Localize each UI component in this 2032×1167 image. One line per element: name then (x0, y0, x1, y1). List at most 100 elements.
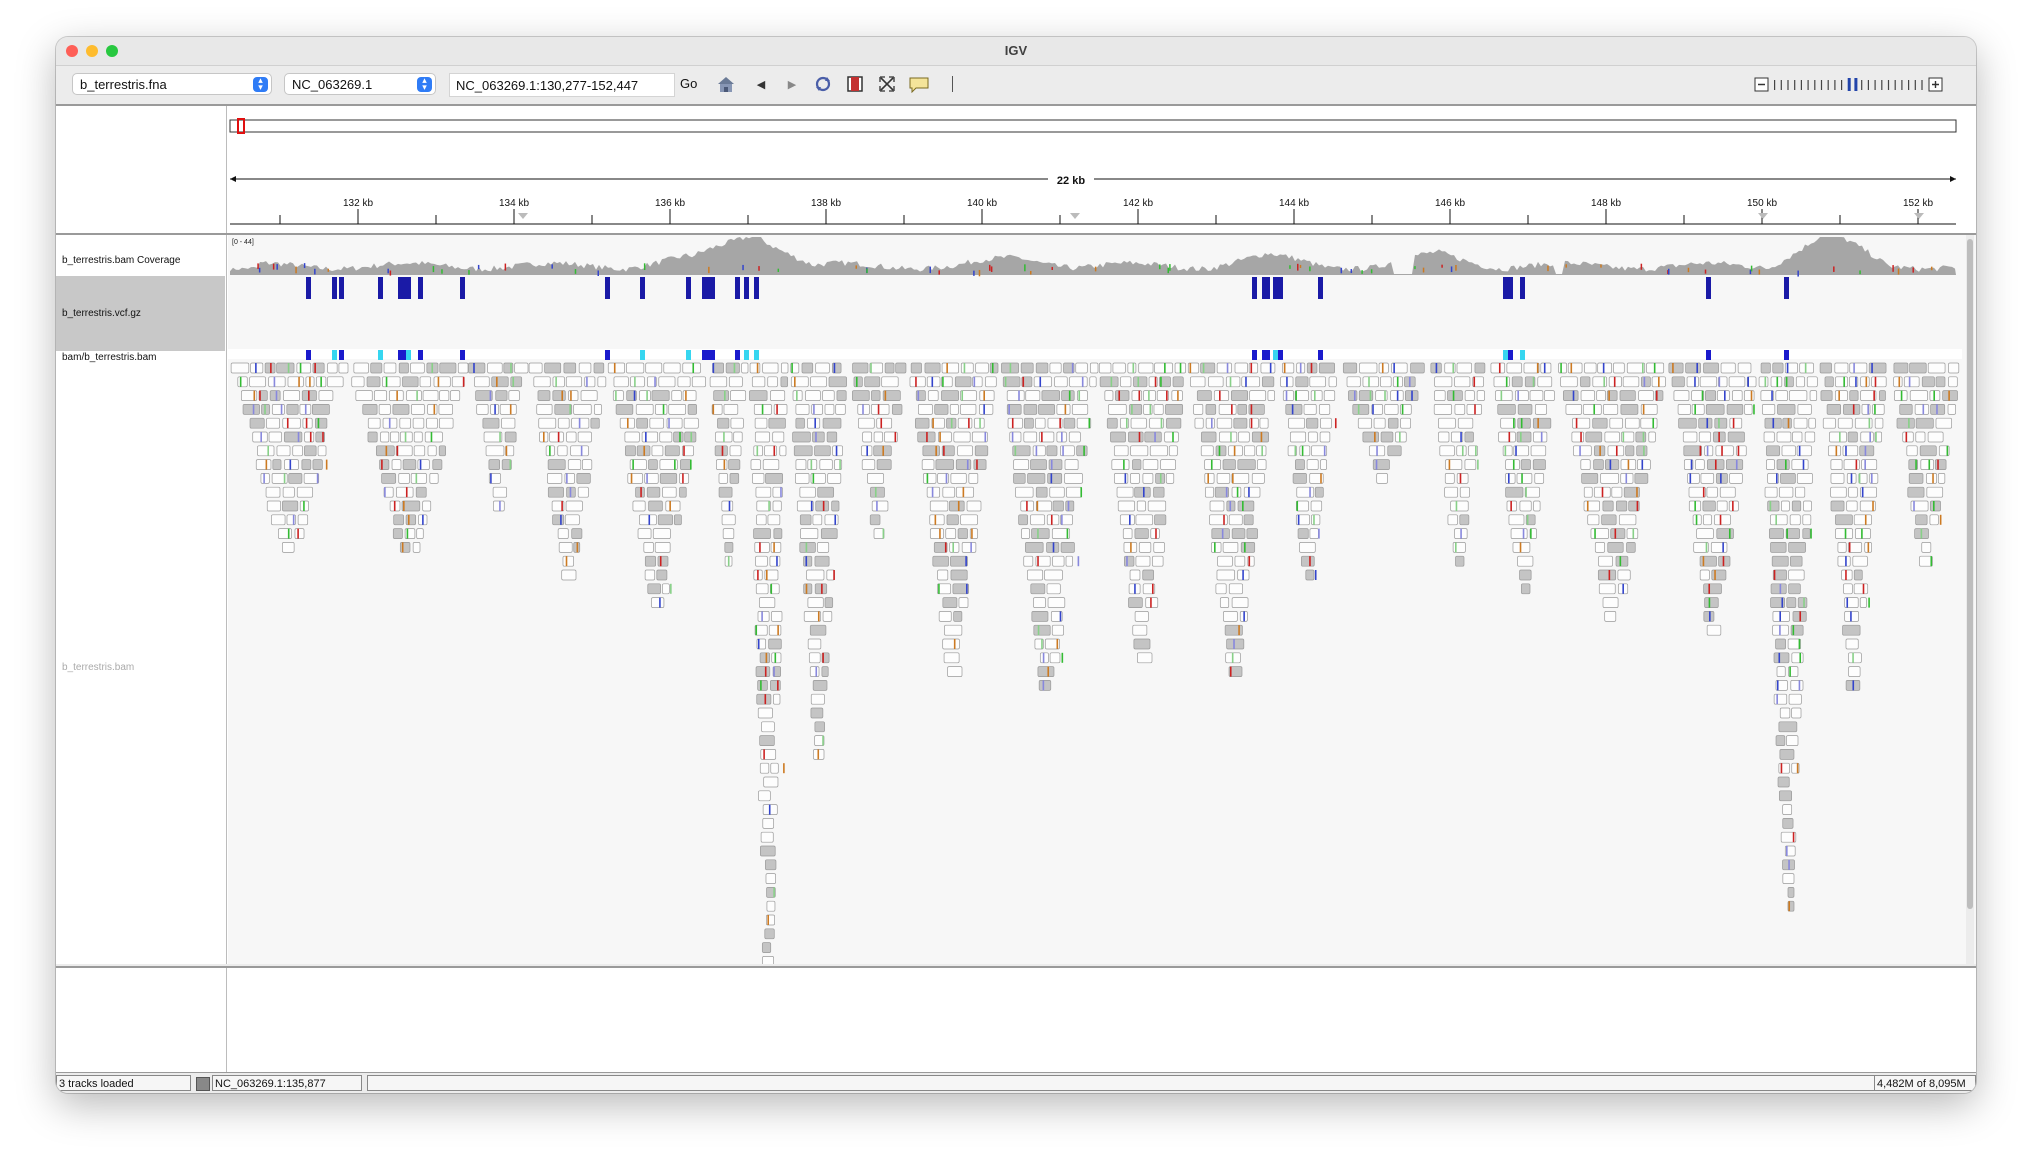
read[interactable] (1138, 542, 1152, 553)
read[interactable] (728, 376, 743, 388)
read[interactable] (265, 486, 281, 498)
zoom-tick[interactable] (1780, 80, 1782, 90)
read[interactable] (1434, 390, 1446, 401)
read[interactable] (1209, 500, 1225, 512)
variant-marker[interactable] (306, 277, 311, 299)
read[interactable] (763, 776, 779, 788)
read[interactable] (1065, 500, 1075, 512)
read[interactable] (1362, 376, 1379, 388)
read[interactable] (814, 583, 828, 595)
read[interactable] (1030, 514, 1045, 526)
read[interactable] (1137, 652, 1153, 664)
read[interactable] (1678, 417, 1697, 429)
read[interactable] (1231, 486, 1242, 498)
read[interactable] (1563, 390, 1579, 401)
read[interactable] (728, 459, 741, 470)
read[interactable] (1775, 735, 1786, 746)
read[interactable] (765, 473, 783, 484)
read[interactable] (1683, 445, 1703, 457)
read[interactable] (1611, 486, 1623, 498)
read[interactable] (1216, 362, 1232, 374)
read[interactable] (627, 473, 643, 484)
read[interactable] (284, 431, 303, 443)
read[interactable] (1310, 500, 1323, 512)
read[interactable] (1580, 390, 1595, 401)
read[interactable] (570, 445, 589, 457)
read[interactable] (795, 473, 810, 484)
read[interactable] (1299, 542, 1316, 553)
read[interactable] (1376, 473, 1388, 484)
read[interactable] (1626, 528, 1639, 539)
read[interactable] (514, 362, 529, 374)
bam-variant-marker[interactable] (705, 350, 710, 360)
popup-text-icon[interactable] (908, 75, 930, 95)
bam-variant-marker[interactable] (686, 350, 691, 360)
read[interactable] (803, 583, 813, 595)
read[interactable] (1311, 445, 1328, 457)
read[interactable] (1035, 555, 1051, 567)
read[interactable] (1598, 583, 1616, 595)
read[interactable] (1848, 542, 1863, 553)
read[interactable] (1517, 417, 1531, 429)
read[interactable] (567, 459, 582, 470)
zoom-slider[interactable] (1754, 75, 1944, 95)
read[interactable] (468, 362, 486, 374)
read[interactable] (1636, 445, 1648, 457)
read[interactable] (1288, 417, 1306, 429)
read[interactable] (271, 473, 288, 484)
read[interactable] (439, 417, 454, 429)
read[interactable] (1015, 486, 1034, 498)
read[interactable] (327, 376, 344, 388)
read[interactable] (1285, 404, 1303, 415)
read[interactable] (730, 390, 747, 401)
read[interactable] (950, 473, 967, 484)
read[interactable] (1459, 486, 1470, 498)
read[interactable] (657, 555, 669, 567)
read[interactable] (476, 404, 489, 415)
read[interactable] (1719, 486, 1736, 498)
read[interactable] (302, 417, 313, 429)
read[interactable] (1777, 776, 1790, 788)
read[interactable] (1046, 514, 1060, 526)
bam-variant-marker[interactable] (1252, 350, 1257, 360)
read[interactable] (1848, 652, 1862, 664)
read[interactable] (1790, 680, 1804, 691)
read[interactable] (966, 500, 982, 512)
read[interactable] (1438, 431, 1450, 443)
read[interactable] (975, 362, 989, 374)
minimize-window-button[interactable] (86, 45, 98, 57)
read[interactable] (1438, 417, 1456, 429)
variant-marker[interactable] (1318, 277, 1323, 299)
read[interactable] (935, 459, 955, 470)
read[interactable] (1593, 459, 1604, 470)
read[interactable] (1914, 404, 1930, 415)
read[interactable] (960, 514, 978, 526)
read[interactable] (1259, 417, 1269, 429)
read[interactable] (772, 431, 785, 443)
read[interactable] (597, 376, 607, 388)
read[interactable] (1698, 417, 1713, 429)
read[interactable] (636, 417, 648, 429)
read[interactable] (1729, 417, 1743, 429)
read[interactable] (1165, 473, 1175, 484)
read[interactable] (1791, 500, 1802, 512)
read[interactable] (882, 390, 901, 401)
read[interactable] (1799, 362, 1814, 374)
read[interactable] (1129, 569, 1141, 581)
read[interactable] (1788, 542, 1806, 553)
read[interactable] (938, 611, 952, 622)
read[interactable] (1604, 611, 1617, 622)
read[interactable] (268, 376, 286, 388)
read[interactable] (1205, 404, 1217, 415)
read[interactable] (1841, 569, 1853, 581)
read[interactable] (765, 873, 776, 884)
read[interactable] (1328, 376, 1337, 388)
read[interactable] (491, 376, 509, 388)
read[interactable] (807, 638, 822, 650)
bam-variant-marker[interactable] (332, 350, 337, 360)
read[interactable] (968, 473, 979, 484)
read[interactable] (1127, 362, 1137, 374)
read[interactable] (971, 431, 988, 443)
read[interactable] (651, 597, 665, 608)
read[interactable] (422, 500, 432, 512)
